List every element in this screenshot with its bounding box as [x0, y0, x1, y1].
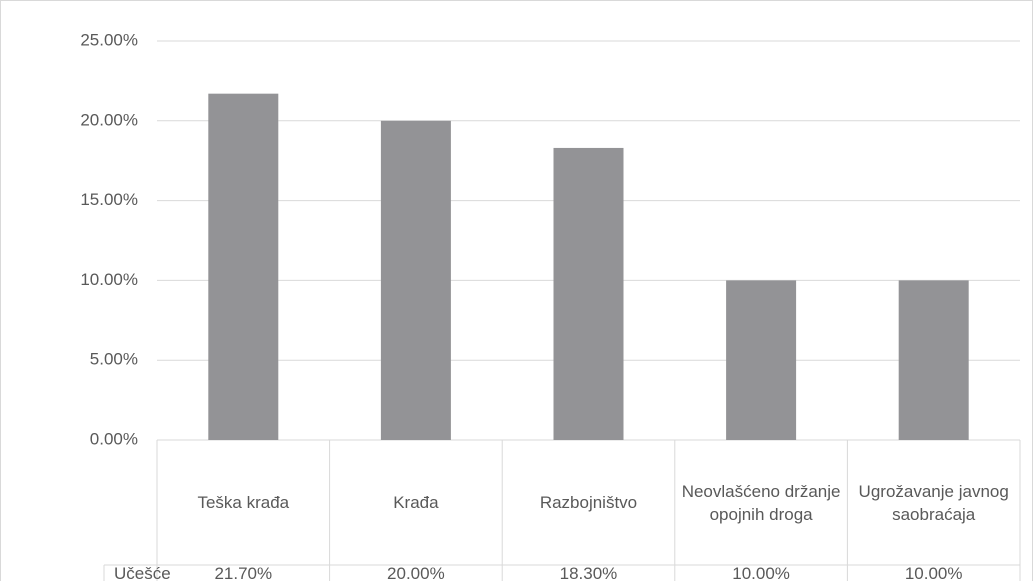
category-cell: Neovlašćeno držanje opojnih droga — [681, 481, 841, 524]
bar — [898, 280, 969, 440]
legend-cell: Učešće — [104, 564, 171, 581]
y-tick-label: 5.00% — [90, 350, 138, 369]
y-tick-label: 25.00% — [80, 30, 138, 49]
y-tick-label: 10.00% — [80, 270, 138, 289]
legend-label: Učešće — [114, 563, 171, 581]
y-tick-label: 0.00% — [90, 429, 138, 448]
y-tick-label: 15.00% — [80, 190, 138, 209]
value-cell: 18.30% — [559, 563, 618, 581]
value-cell: 21.70% — [214, 563, 273, 581]
category-cell: Krađa — [393, 493, 439, 512]
category-cell: Ugrožavanje javnog saobraćaja — [858, 481, 1009, 524]
bar — [380, 120, 451, 441]
value-cell: 10.00% — [732, 563, 790, 581]
bar — [726, 280, 797, 440]
category-cell: Teška krađa — [197, 493, 290, 512]
bar — [553, 147, 624, 440]
value-cell: 20.00% — [387, 563, 445, 581]
bar — [208, 93, 279, 440]
value-cell: 10.00% — [904, 563, 963, 581]
y-tick-label: 20.00% — [80, 110, 138, 129]
category-cell: Razbojništvo — [539, 493, 638, 512]
